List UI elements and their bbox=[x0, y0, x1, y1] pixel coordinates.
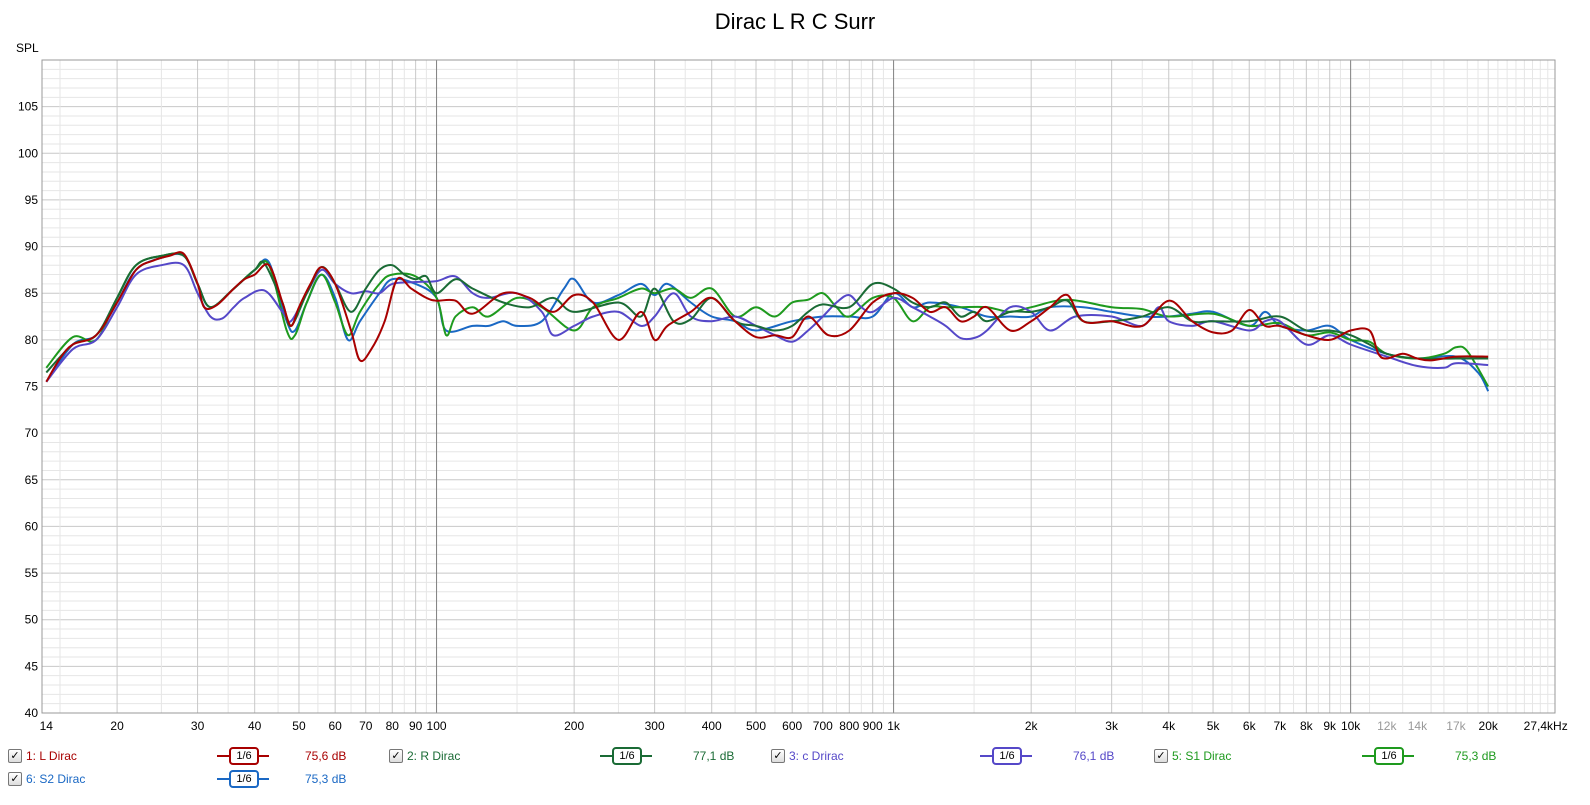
x-tick-label: 700 bbox=[813, 719, 833, 733]
x-tick-label: 20 bbox=[110, 719, 124, 733]
y-tick-label: 65 bbox=[25, 473, 39, 487]
x-tick-label: 10k bbox=[1341, 719, 1361, 733]
x-tick-label: 2k bbox=[1025, 719, 1039, 733]
y-axis-label: SPL bbox=[16, 41, 39, 55]
x-tick-label: 6k bbox=[1243, 719, 1257, 733]
legend-series-name: 6: S2 Dirac bbox=[26, 772, 86, 786]
y-tick-label: 45 bbox=[25, 659, 39, 673]
y-tick-label: 100 bbox=[18, 146, 38, 160]
series-line-1-l-dirac[interactable] bbox=[45, 251, 1489, 383]
checkbox-wrapper: ✓ bbox=[8, 770, 22, 788]
x-tick-label: 50 bbox=[292, 719, 306, 733]
legend-level: 76,1 dB bbox=[1073, 749, 1115, 763]
x-tick-label: 800 bbox=[839, 719, 859, 733]
x-tick-label: 1k bbox=[887, 719, 901, 733]
x-tick-label: 12k bbox=[1377, 719, 1397, 733]
plot-border bbox=[41, 59, 1556, 714]
y-tick-label: 50 bbox=[25, 613, 39, 627]
visibility-checkbox[interactable]: ✓ bbox=[1154, 749, 1168, 763]
x-tick-label: 40 bbox=[248, 719, 262, 733]
x-tick-label: 14 bbox=[40, 719, 54, 733]
y-tick-label: 85 bbox=[25, 286, 39, 300]
x-tick-label: 20k bbox=[1479, 719, 1499, 733]
x-tick-label: 17k bbox=[1446, 719, 1466, 733]
legend-series-name: 2: R Dirac bbox=[407, 749, 461, 763]
x-tick-label: 9k bbox=[1323, 719, 1337, 733]
checkbox-wrapper: ✓ bbox=[771, 747, 785, 765]
y-tick-label: 90 bbox=[25, 240, 39, 254]
smoothing-label: 1/6 bbox=[229, 770, 259, 788]
y-tick-label: 95 bbox=[25, 193, 39, 207]
x-tick-label: 3k bbox=[1105, 719, 1119, 733]
smoothing-label: 1/6 bbox=[992, 747, 1022, 765]
x-tick-label: 5k bbox=[1207, 719, 1221, 733]
smoothing-label: 1/6 bbox=[229, 747, 259, 765]
x-tick-label: 300 bbox=[645, 719, 665, 733]
x-tick-label: 8k bbox=[1300, 719, 1314, 733]
x-tick-label: 90 bbox=[409, 719, 423, 733]
legend-series-name: 3: c Drirac bbox=[789, 749, 844, 763]
y-tick-label: 105 bbox=[18, 100, 38, 114]
y-tick-label: 75 bbox=[25, 380, 39, 394]
x-tick-label: 4k bbox=[1162, 719, 1176, 733]
smoothing-button[interactable]: 1/6 bbox=[600, 747, 652, 765]
checkbox-wrapper: ✓ bbox=[389, 747, 403, 765]
legend-series-name: 5: S1 Dirac bbox=[1172, 749, 1232, 763]
x-tick-label: 7k bbox=[1273, 719, 1287, 733]
y-tick-label: 55 bbox=[25, 566, 39, 580]
x-tick-label: 100 bbox=[427, 719, 447, 733]
x-tick-label: 400 bbox=[702, 719, 722, 733]
smoothing-button[interactable]: 1/6 bbox=[217, 770, 269, 788]
visibility-checkbox[interactable]: ✓ bbox=[8, 772, 22, 786]
legend-level: 75,3 dB bbox=[1455, 749, 1497, 763]
legend-series-name: 1: L Dirac bbox=[26, 749, 77, 763]
y-tick-label: 40 bbox=[25, 706, 39, 720]
legend-level: 75,6 dB bbox=[305, 749, 347, 763]
plot-area[interactable]: 40 45 50 55 60 65 70 75 80 85 90 95 100 105 SPL 14 20 30 4… bbox=[0, 0, 1590, 745]
x-tick-label: 70 bbox=[359, 719, 373, 733]
x-tick-label: 900 bbox=[863, 719, 883, 733]
smoothing-label: 1/6 bbox=[612, 747, 642, 765]
checkbox-wrapper: ✓ bbox=[8, 747, 22, 765]
smoothing-button[interactable]: 1/6 bbox=[980, 747, 1032, 765]
checkbox-wrapper: ✓ bbox=[1154, 747, 1168, 765]
legend-level: 75,3 dB bbox=[305, 772, 347, 786]
smoothing-button[interactable]: 1/6 bbox=[1362, 747, 1414, 765]
visibility-checkbox[interactable]: ✓ bbox=[389, 749, 403, 763]
x-tick-label: 30 bbox=[191, 719, 205, 733]
y-tick-label: 80 bbox=[25, 333, 39, 347]
chart-title: Dirac L R C Surr bbox=[714, 9, 876, 34]
legend-level: 77,1 dB bbox=[693, 749, 735, 763]
x-tick-label: 14k bbox=[1408, 719, 1428, 733]
x-tick-label: 600 bbox=[782, 719, 802, 733]
visibility-checkbox[interactable]: ✓ bbox=[8, 749, 22, 763]
smoothing-button[interactable]: 1/6 bbox=[217, 747, 269, 765]
x-tick-label: 60 bbox=[328, 719, 342, 733]
x-tick-label: 80 bbox=[386, 719, 400, 733]
x-tick-label: 27,4kHz bbox=[1524, 719, 1568, 733]
x-tick-label: 200 bbox=[564, 719, 584, 733]
series-line-3-c-drirac[interactable] bbox=[45, 261, 1489, 383]
y-tick-label: 70 bbox=[25, 426, 39, 440]
visibility-checkbox[interactable]: ✓ bbox=[771, 749, 785, 763]
smoothing-label: 1/6 bbox=[1374, 747, 1404, 765]
y-tick-label: 60 bbox=[25, 519, 39, 533]
x-tick-label: 500 bbox=[746, 719, 766, 733]
